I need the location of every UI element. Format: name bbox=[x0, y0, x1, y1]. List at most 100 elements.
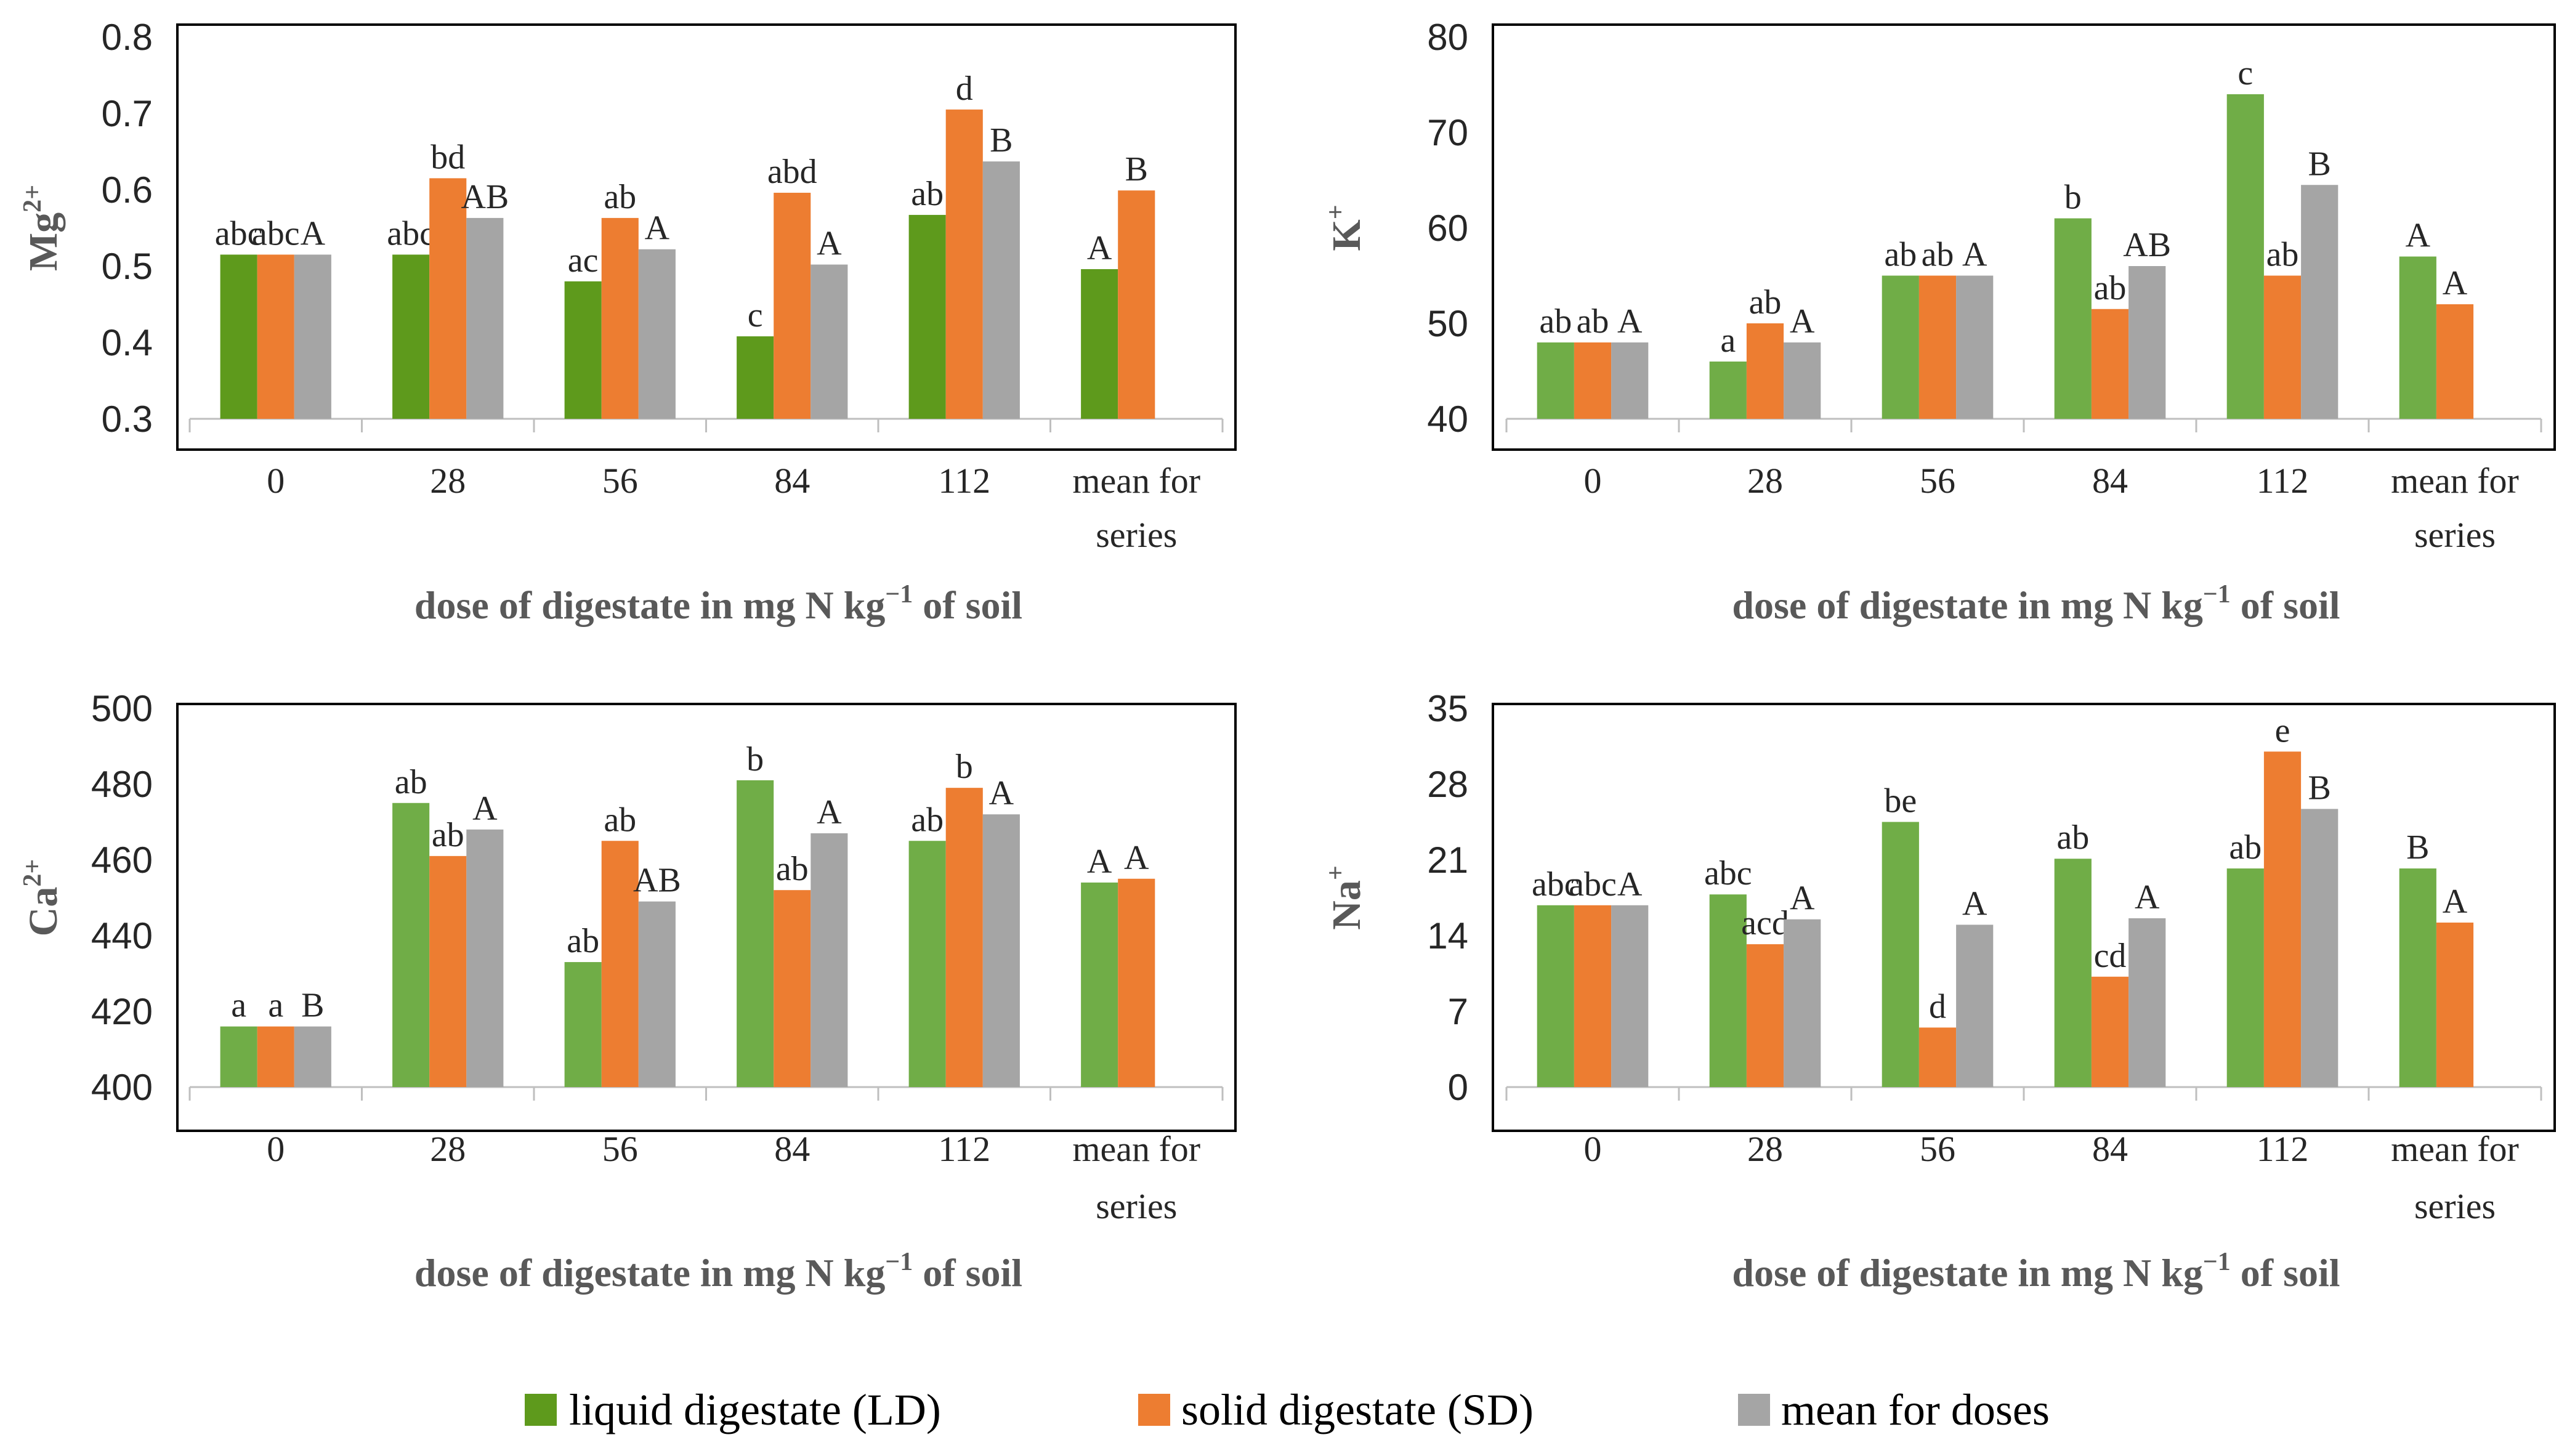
legend: liquid digestate (LD) solid digestate (S… bbox=[525, 1385, 2050, 1434]
x-category-label: 28 bbox=[1747, 1129, 1783, 1169]
bar-data-label: A bbox=[472, 790, 498, 828]
bar-na-2-0 bbox=[1611, 905, 1649, 1087]
bar-k-0-2 bbox=[1882, 275, 1919, 419]
bar-ca-1-5 bbox=[1118, 878, 1155, 1087]
bar-data-label: A bbox=[817, 793, 842, 831]
x-axis-label: dose of digestate in mg N kg−1 of soil bbox=[1732, 1248, 2340, 1295]
bar-na-1-0 bbox=[1574, 905, 1612, 1087]
bar-data-label: A bbox=[1790, 880, 1815, 918]
bar-data-label: B bbox=[2406, 828, 2429, 867]
bar-k-0-0 bbox=[1537, 342, 1574, 419]
bar-data-label: A bbox=[1617, 865, 1643, 904]
y-tick-label: 70 bbox=[1427, 112, 1468, 153]
bar-k-0-4 bbox=[2226, 94, 2264, 419]
bar-mg-0-5 bbox=[1081, 269, 1118, 419]
bar-k-0-3 bbox=[2054, 218, 2092, 419]
bar-data-label: c bbox=[748, 296, 763, 334]
y-tick-label: 0.5 bbox=[102, 246, 153, 287]
y-tick-label: 0.7 bbox=[102, 93, 153, 134]
bar-data-label: B bbox=[2308, 145, 2331, 183]
bar-na-0-0 bbox=[1537, 905, 1574, 1087]
legend-swatch-sd bbox=[1138, 1394, 1170, 1426]
x-category-label: 0 bbox=[267, 461, 285, 501]
y-tick-label: 480 bbox=[91, 764, 153, 805]
x-axis-label: dose of digestate in mg N kg−1 of soil bbox=[414, 580, 1022, 627]
bar-ca-0-0 bbox=[220, 1026, 257, 1087]
y-tick-label: 440 bbox=[91, 915, 153, 957]
x-category-label: mean for bbox=[2391, 461, 2519, 501]
bar-data-label: abc bbox=[387, 214, 435, 253]
bar-data-label: a bbox=[1720, 322, 1736, 360]
bar-data-label: AB bbox=[461, 178, 509, 216]
bar-na-0-5 bbox=[2399, 868, 2436, 1087]
bar-mg-0-4 bbox=[908, 214, 946, 419]
bar-data-label: A bbox=[1617, 302, 1643, 341]
x-category-label-line2: series bbox=[1096, 515, 1177, 555]
chart-frame bbox=[176, 703, 1237, 1132]
x-category-label: 112 bbox=[2257, 1129, 2309, 1169]
bar-ca-0-1 bbox=[392, 803, 430, 1087]
bar-na-1-4 bbox=[2263, 751, 2302, 1087]
legend-label-mean: mean for doses bbox=[1781, 1385, 2050, 1434]
bar-na-1-2 bbox=[1918, 1027, 1957, 1087]
x-category-label: 56 bbox=[1920, 1129, 1955, 1169]
bar-data-label: AB bbox=[633, 862, 681, 900]
bar-data-label: ab bbox=[395, 763, 427, 801]
bar-mg-2-4 bbox=[982, 161, 1020, 419]
bar-k-1-4 bbox=[2263, 275, 2302, 419]
x-category-label: mean for bbox=[1072, 1129, 1200, 1169]
y-tick-label: 80 bbox=[1427, 17, 1468, 58]
bar-ca-1-4 bbox=[945, 788, 983, 1087]
bar-data-label: ab bbox=[604, 801, 636, 839]
bar-ca-0-3 bbox=[737, 780, 774, 1087]
bar-data-label: abd bbox=[767, 153, 817, 191]
bar-data-label: A bbox=[2135, 878, 2160, 916]
bar-k-1-1 bbox=[1746, 323, 1784, 419]
bar-data-label: A bbox=[2443, 883, 2468, 921]
x-category-label: 112 bbox=[2257, 461, 2309, 501]
x-category-label: 112 bbox=[938, 461, 990, 501]
x-category-label: 112 bbox=[938, 1129, 990, 1169]
x-axis-label: dose of digestate in mg N kg−1 of soil bbox=[1732, 580, 2340, 627]
bar-data-label: bd bbox=[431, 138, 465, 176]
bar-mg-0-1 bbox=[392, 254, 430, 419]
bar-mg-2-3 bbox=[811, 264, 848, 419]
x-category-label: 84 bbox=[2092, 1129, 2128, 1169]
x-category-label: mean for bbox=[2391, 1129, 2519, 1169]
bar-ca-2-2 bbox=[638, 901, 676, 1087]
bar-data-label: a bbox=[231, 987, 246, 1025]
bar-k-1-3 bbox=[2091, 309, 2129, 419]
x-category-label: 84 bbox=[774, 461, 810, 501]
bar-data-label: ab bbox=[432, 816, 464, 854]
bar-mg-1-5 bbox=[1118, 190, 1155, 419]
bar-data-label: abc bbox=[1569, 865, 1617, 904]
y-tick-label: 40 bbox=[1427, 398, 1468, 440]
bar-data-label: ab bbox=[911, 175, 944, 213]
bar-data-label: e bbox=[2275, 711, 2290, 750]
bar-k-1-5 bbox=[2436, 304, 2474, 419]
bar-data-label: A bbox=[1962, 884, 1987, 923]
bar-mg-1-3 bbox=[774, 192, 811, 419]
bar-data-label: b bbox=[956, 748, 973, 786]
bar-data-label: A bbox=[1790, 302, 1815, 341]
y-tick-label: 400 bbox=[91, 1067, 153, 1108]
bar-data-label: AB bbox=[2123, 226, 2171, 264]
bar-mg-2-1 bbox=[466, 217, 504, 419]
bar-na-0-4 bbox=[2226, 868, 2264, 1087]
bar-data-label: A bbox=[817, 225, 842, 263]
x-category-label: 28 bbox=[1747, 461, 1783, 501]
bar-data-label: A bbox=[645, 209, 670, 248]
bar-k-2-4 bbox=[2301, 185, 2339, 419]
bar-ca-0-5 bbox=[1081, 882, 1118, 1087]
x-category-label: 0 bbox=[1584, 461, 1602, 501]
y-tick-label: 21 bbox=[1427, 839, 1468, 881]
bar-data-label: abc bbox=[252, 214, 300, 253]
y-axis-label: Na+ bbox=[1322, 865, 1369, 930]
y-tick-label: 28 bbox=[1427, 764, 1468, 805]
bar-data-label: ab bbox=[2056, 819, 2089, 857]
